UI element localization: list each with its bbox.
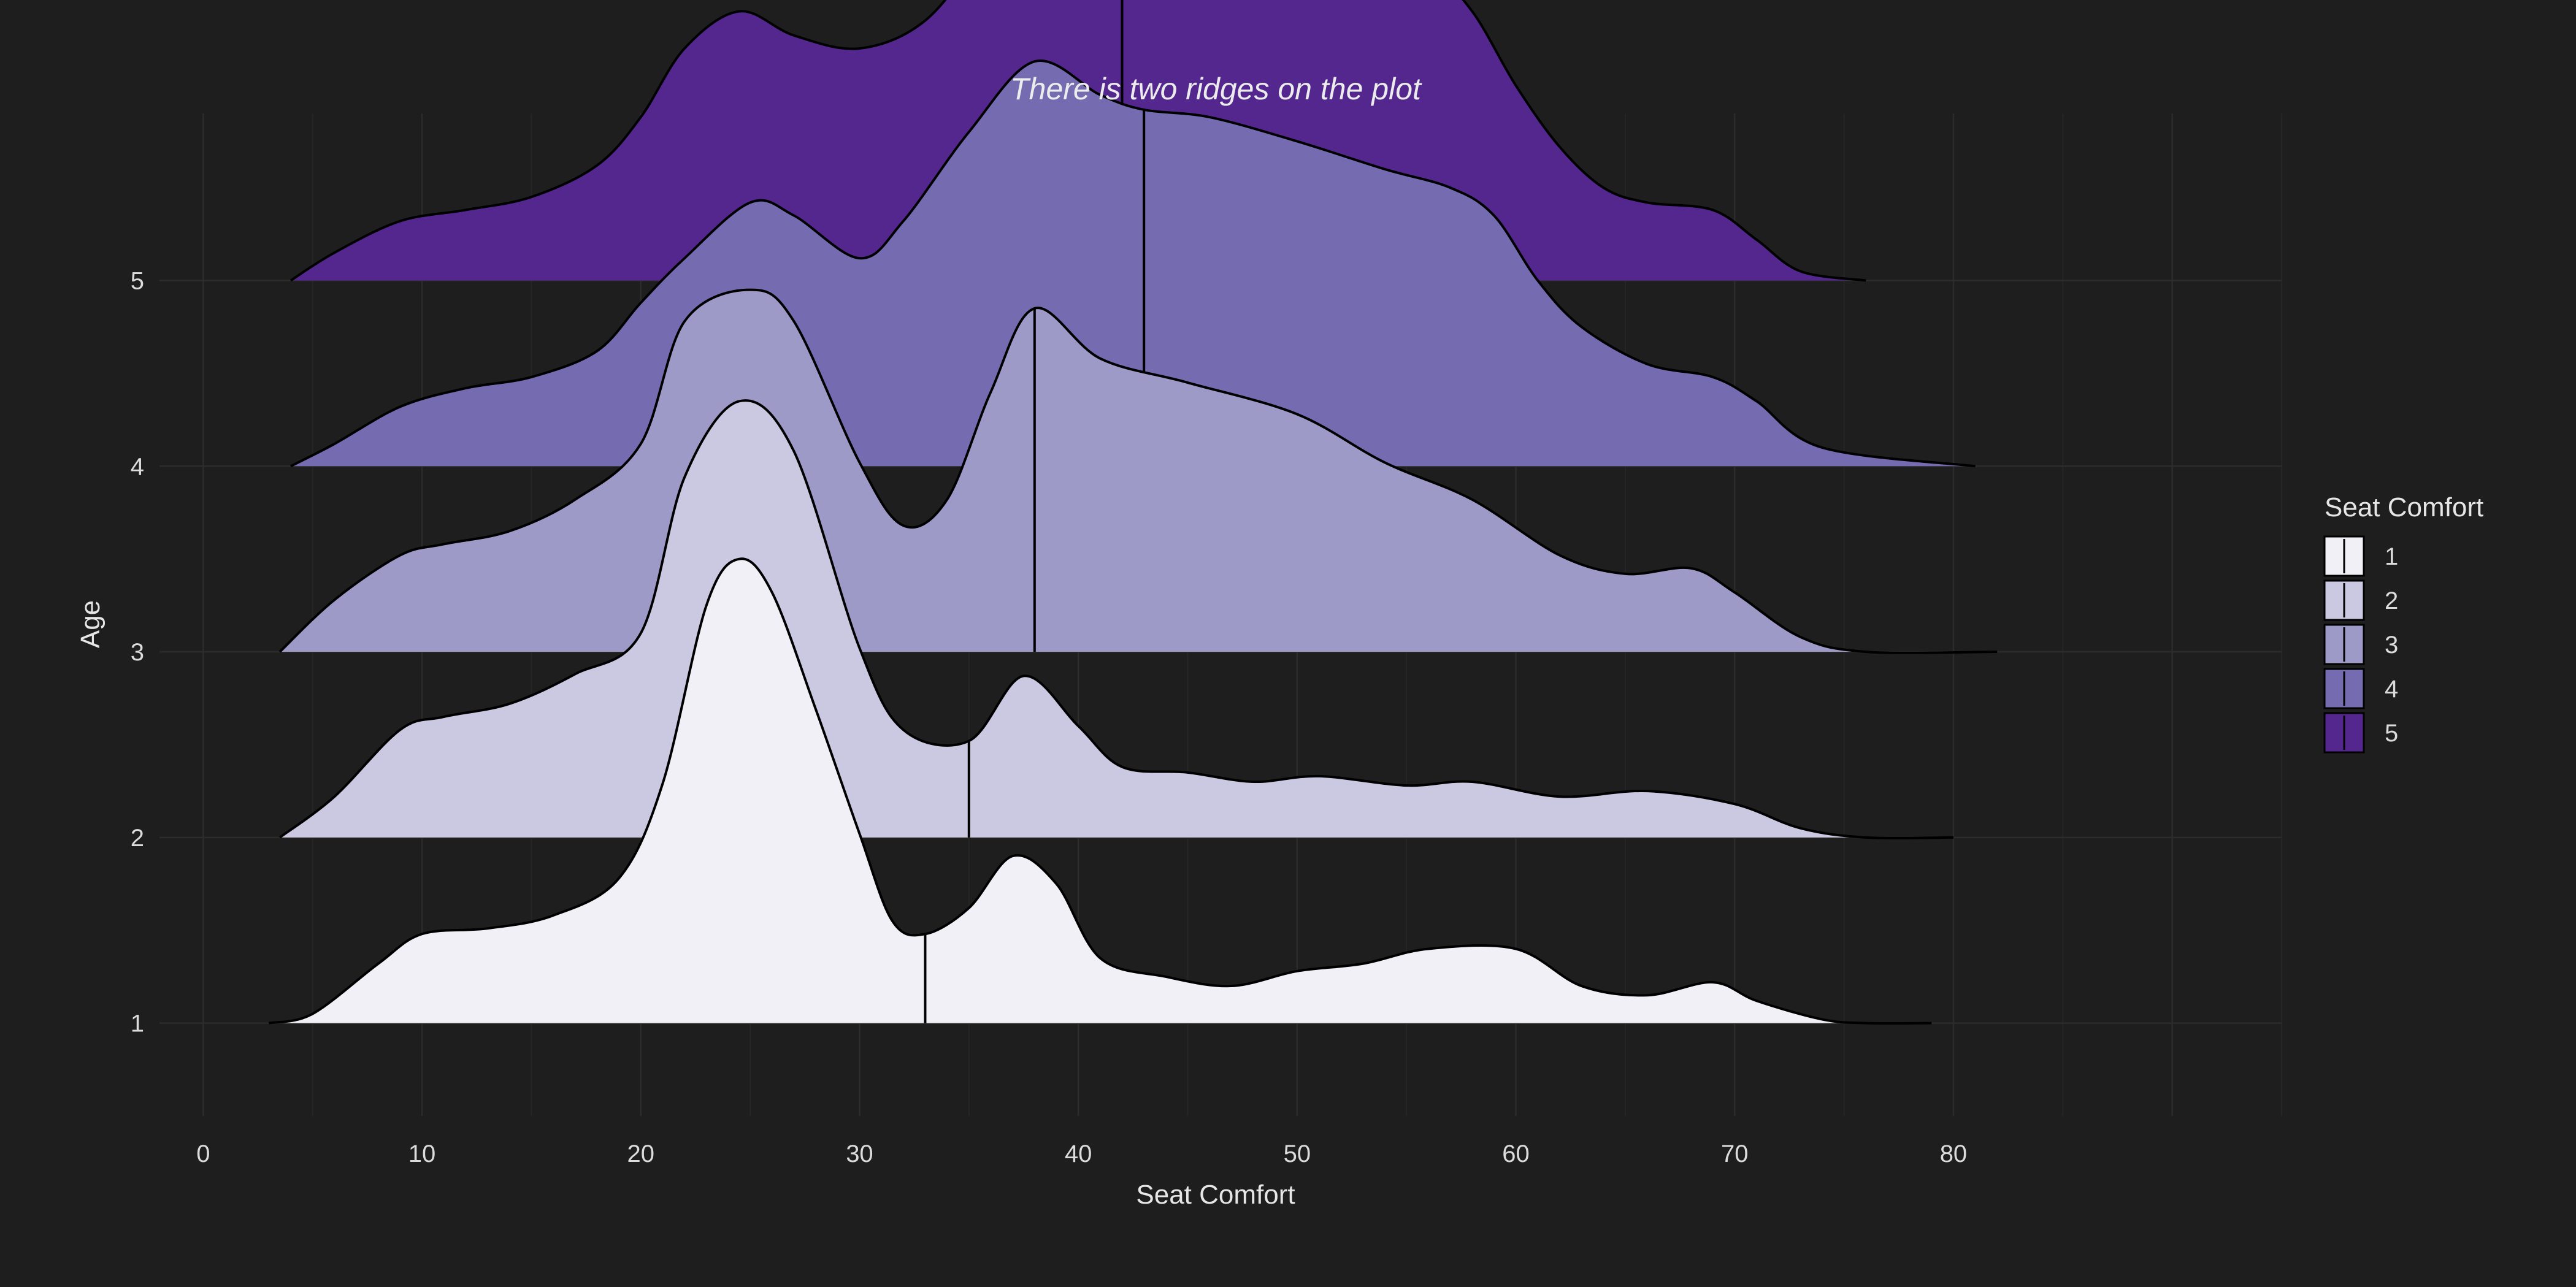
x-tick-label: 20 — [627, 1140, 654, 1167]
ridge-outline — [290, 59, 1976, 468]
legend-title: Seat Comfort — [2325, 492, 2483, 522]
y-tick-label: 4 — [131, 453, 144, 480]
legend-item-2: 2 — [2323, 579, 2398, 621]
ridge-1 — [268, 557, 1932, 1025]
ridge-outline — [268, 557, 1932, 1025]
y-tick-label: 3 — [131, 639, 144, 666]
ridges — [268, 0, 1998, 1025]
x-axis-title: Seat Comfort — [1136, 1180, 1295, 1210]
y-tick-label: 5 — [131, 268, 144, 295]
x-tick-label: 40 — [1065, 1140, 1092, 1167]
legend-item-3: 3 — [2323, 624, 2398, 665]
x-tick-label: 10 — [408, 1140, 436, 1167]
ridge-outline — [278, 399, 1953, 839]
ridge-outline — [278, 288, 1998, 654]
x-tick-label: 30 — [846, 1140, 873, 1167]
y-tick-label: 2 — [131, 825, 144, 852]
x-tick-label: 70 — [1721, 1140, 1749, 1167]
legend-item-4: 4 — [2323, 668, 2398, 709]
x-tick-label: 0 — [196, 1140, 210, 1167]
legend: Seat Comfort 1 2 3 4 5 — [2323, 492, 2483, 754]
ridge-outline — [289, 0, 1866, 282]
legend-label: 2 — [2385, 587, 2398, 614]
legend-label: 1 — [2385, 543, 2398, 570]
ridge-fill — [269, 559, 1932, 1024]
x-axis-ticks: 0 10 20 30 40 50 60 70 80 — [196, 1140, 1967, 1167]
y-axis-title: Age — [75, 600, 105, 648]
x-tick-label: 80 — [1940, 1140, 1968, 1167]
legend-item-5: 5 — [2323, 712, 2398, 754]
legend-label: 5 — [2385, 720, 2398, 747]
plot-title: There is two ridges on the plot — [1010, 72, 1422, 106]
y-tick-label: 1 — [131, 1010, 144, 1037]
y-axis-ticks: 1 2 3 4 5 — [131, 268, 144, 1037]
legend-label: 4 — [2385, 676, 2398, 703]
x-tick-label: 50 — [1284, 1140, 1311, 1167]
legend-label: 3 — [2385, 632, 2398, 659]
x-tick-label: 60 — [1502, 1140, 1530, 1167]
legend-item-1: 1 — [2323, 535, 2398, 577]
